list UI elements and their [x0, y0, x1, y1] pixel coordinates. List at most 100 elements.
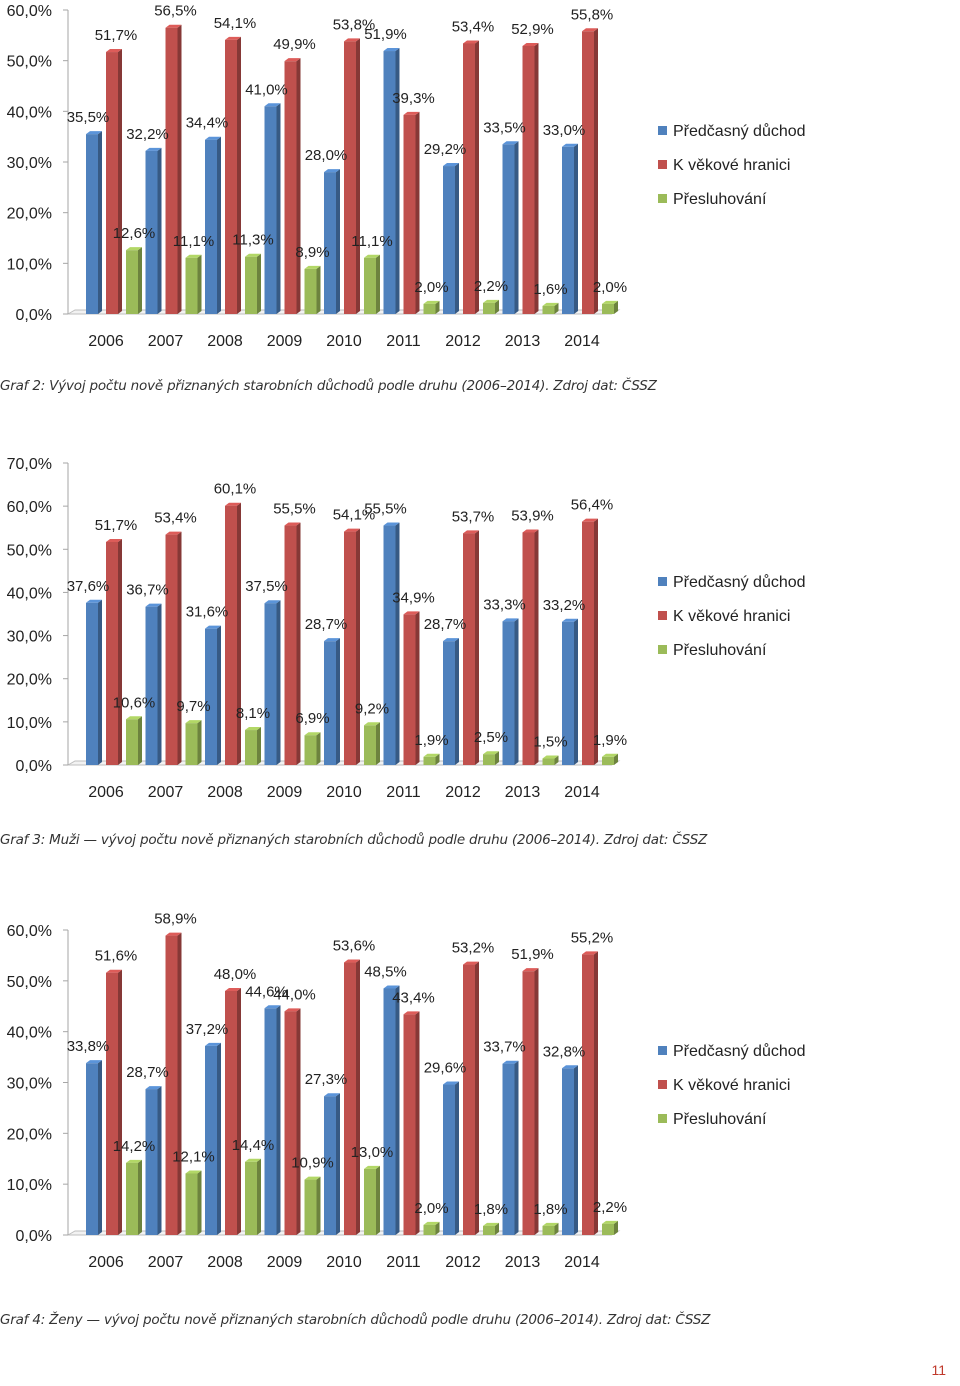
bar-predcasny-2014 [562, 143, 578, 314]
x-tick-label-2014: 2014 [564, 784, 600, 801]
bar-side [356, 528, 360, 765]
bar-top [383, 985, 400, 989]
bar-front [225, 39, 237, 314]
bar-front [165, 27, 178, 314]
y-tick-label: 60,0% [7, 923, 52, 940]
data-label-vekova-hranice-2012: 53,4% [452, 18, 495, 35]
bar-vekova-hranice-2013 [522, 529, 539, 765]
data-label-presluhovani-2014: 1,9% [593, 732, 627, 749]
bar-side [138, 1159, 142, 1235]
bar-front [522, 532, 535, 765]
bar-top [86, 1060, 102, 1064]
bar-vekova-hranice-2009 [284, 58, 301, 314]
bar-side [296, 58, 301, 314]
data-label-vekova-hranice-2014: 56,4% [571, 497, 614, 514]
bar-front [364, 725, 376, 765]
legend-swatch-predcasny [658, 126, 667, 135]
bar-top [86, 131, 102, 135]
bar-side [435, 753, 440, 765]
bar-side [534, 42, 539, 315]
legend-label-predcasny: Předčasný důchod [673, 573, 806, 591]
bar-side [594, 518, 598, 765]
bar-side [356, 38, 360, 315]
data-label-presluhovani-2007: 11,1% [173, 233, 214, 250]
bar-front [225, 505, 237, 765]
x-tick-label-2007: 2007 [148, 1254, 184, 1271]
y-tick-label: 0,0% [16, 1228, 52, 1245]
data-label-vekova-hranice-2012: 53,2% [452, 940, 495, 957]
data-label-vekova-hranice-2010: 53,8% [333, 16, 376, 33]
page-number: 11 [931, 1362, 946, 1378]
bar-top [463, 530, 479, 534]
bar-top [324, 169, 340, 173]
data-label-presluhovani-2013: 1,5% [533, 734, 567, 751]
x-tick-label-2007: 2007 [148, 784, 184, 801]
bar-front [304, 268, 317, 314]
bar-top [562, 1065, 578, 1069]
data-label-presluhovani-2012: 1,8% [474, 1201, 508, 1218]
x-tick-label-2009: 2009 [267, 784, 303, 801]
data-label-predcasny-2014: 33,2% [543, 597, 586, 614]
data-label-presluhovani-2012: 2,5% [474, 729, 508, 746]
bar-presluhovani-2009 [304, 265, 321, 314]
bar-predcasny-2011 [383, 985, 400, 1235]
bar-vekova-hranice-2009 [284, 1008, 301, 1235]
bar-side [98, 1060, 102, 1235]
bar-top [483, 299, 499, 303]
bar-presluhovani-2009 [304, 1176, 321, 1235]
bar-top [582, 518, 598, 522]
bar-front [126, 250, 138, 314]
data-label-predcasny-2007: 32,2% [126, 126, 169, 143]
y-tick-label: 20,0% [7, 672, 52, 689]
bar-side [98, 599, 102, 765]
bar-presluhovani-2007 [185, 720, 202, 765]
bar-front [542, 758, 555, 765]
data-label-predcasny-2013: 33,3% [483, 596, 526, 613]
bar-side [514, 1060, 519, 1235]
bar-presluhovani-2014 [602, 753, 618, 765]
bar-top [245, 1158, 261, 1162]
y-tick-label: 20,0% [7, 206, 52, 223]
data-label-predcasny-2013: 33,7% [483, 1039, 526, 1056]
bar-front [165, 935, 178, 1235]
bar-top [542, 302, 559, 306]
legend-swatch-vekova-hranice [658, 1080, 667, 1089]
chart-graf-2: 0,0% 10,0% 20,0% 30,0% 40,0% 50,0% 60,0% 35,5% 5… [7, 3, 806, 350]
bar-predcasny-2007 [145, 147, 162, 314]
chart-graf-4: 0,0% 10,0% 20,0% 30,0% 40,0% 50,0% 60,0% 33,8% 5… [7, 911, 806, 1271]
bar-top [344, 38, 360, 42]
bar-front [582, 521, 594, 765]
bar-presluhovani-2009 [304, 732, 321, 765]
bar-side [574, 1065, 578, 1235]
bar-front [284, 1011, 297, 1235]
bar-front [502, 621, 515, 765]
bar-top [205, 1042, 221, 1046]
bar-top [245, 253, 261, 257]
bar-front [185, 723, 198, 765]
bar-front [126, 719, 138, 765]
bar-side [257, 253, 261, 314]
y-tick-label: 30,0% [7, 629, 52, 646]
bar-presluhovani-2011 [423, 300, 440, 314]
bar-top [264, 1005, 281, 1009]
data-label-predcasny-2012: 29,6% [424, 1060, 467, 1077]
bar-front [463, 43, 475, 314]
data-label-presluhovani-2009: 6,9% [295, 710, 329, 727]
bar-side [157, 1086, 162, 1235]
y-tick-label: 40,0% [7, 1025, 52, 1042]
bar-side [276, 103, 281, 315]
bar-side [237, 502, 241, 765]
bar-predcasny-2012 [443, 163, 459, 314]
data-label-vekova-hranice-2012: 53,7% [452, 508, 495, 525]
x-tick-label-2010: 2010 [326, 1254, 362, 1271]
bar-side [276, 1005, 281, 1235]
data-label-presluhovani-2014: 2,2% [593, 1199, 627, 1216]
data-label-presluhovani-2013: 1,8% [533, 1201, 567, 1218]
data-label-vekova-hranice-2011: 39,3% [392, 90, 435, 107]
x-tick-label-2012: 2012 [445, 1254, 481, 1271]
bar-side [138, 247, 142, 314]
bar-predcasny-2009 [264, 1005, 281, 1235]
legend-label-predcasny: Předčasný důchod [673, 1042, 806, 1060]
bar-vekova-hranice-2014 [582, 951, 598, 1235]
legend-label-predcasny: Předčasný důchod [673, 122, 806, 140]
